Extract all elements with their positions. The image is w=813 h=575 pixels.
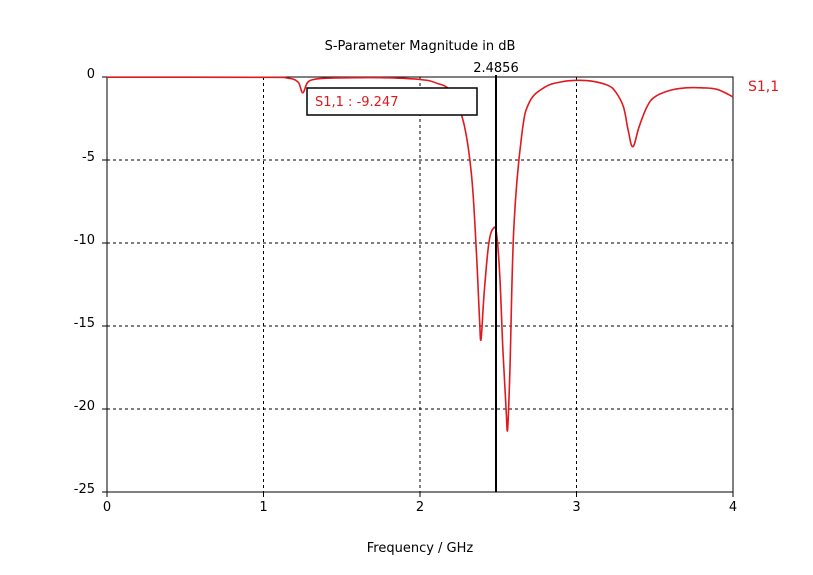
x-tick-label: 0 <box>103 500 111 515</box>
marker-label: 2.4856 <box>473 61 519 76</box>
grid-layer <box>107 77 733 492</box>
x-tick-label: 4 <box>729 500 737 515</box>
x-tick-label: 1 <box>259 500 267 515</box>
x-tick-label: 2 <box>416 500 424 515</box>
y-tick-label: -20 <box>74 399 95 414</box>
marker-readout: S1,1 : -9.247 <box>315 95 398 110</box>
marker-readout-box[interactable]: S1,1 : -9.247 <box>306 87 478 116</box>
x-tick-label: 3 <box>572 500 580 515</box>
tick-layer: 0 1 2 3 4 0 -5 -10 -15 -20 -25 <box>74 67 737 515</box>
series-line-s11 <box>106 76 734 432</box>
y-tick-label: -10 <box>74 233 95 248</box>
y-tick-label: -25 <box>74 482 95 497</box>
chart-title: S-Parameter Magnitude in dB <box>325 39 516 54</box>
y-tick-label: -5 <box>82 150 95 165</box>
legend-entry-s11: S1,1 <box>748 79 779 95</box>
y-tick-label: -15 <box>74 316 95 331</box>
x-axis-label: Frequency / GHz <box>367 541 474 556</box>
y-tick-label: 0 <box>87 67 95 82</box>
readout-rect <box>306 87 478 116</box>
